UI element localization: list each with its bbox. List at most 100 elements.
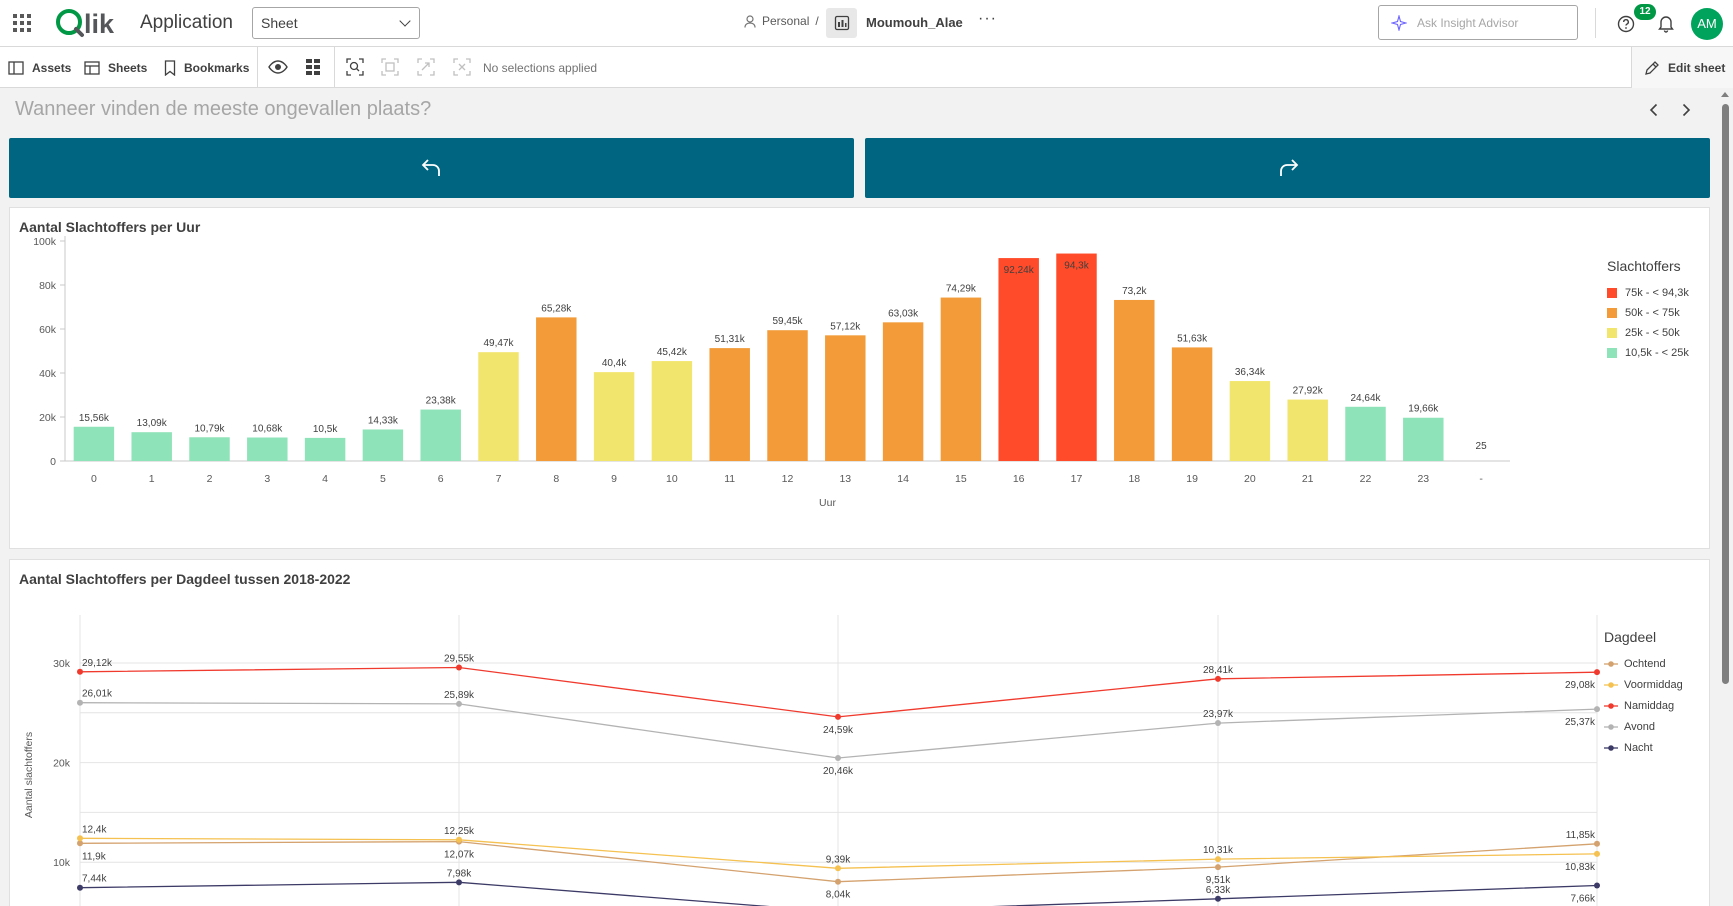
insight-advisor-search[interactable]: Ask Insight Advisor — [1378, 5, 1578, 40]
scrollbar-thumb[interactable] — [1722, 104, 1729, 684]
help-icon[interactable] — [1617, 15, 1635, 33]
bookmark-icon — [164, 59, 176, 76]
bar-value-label: 13,09k — [137, 418, 168, 429]
point-value-label: 8,04k — [826, 890, 851, 901]
bar-chart[interactable]: 0 20k 40k 60k 80k 100k 15,56k 0 13,09k 1 10,79k 2 10… — [10, 208, 1590, 548]
legend-label: 10,5k - < 25k — [1625, 347, 1689, 359]
sheet-dropdown[interactable]: Sheet — [252, 7, 420, 39]
legend-item[interactable]: 10,5k - < 25k — [1607, 347, 1689, 359]
legend-item[interactable]: 75k - < 94,3k — [1607, 287, 1689, 299]
bar-chart-title: Aantal Slachtoffers per Uur — [19, 219, 201, 235]
x-tick-label: 1 — [149, 473, 155, 485]
data-point — [835, 713, 841, 720]
assets-button[interactable]: Assets — [8, 47, 71, 88]
point-value-label: 9,39k — [826, 854, 851, 865]
redo-arrow-icon — [1279, 159, 1298, 176]
y-tick-label: 40k — [39, 368, 57, 380]
breadcrumb-separator: / — [815, 14, 819, 28]
legend-item[interactable]: Voormiddag — [1604, 679, 1683, 691]
eye-icon[interactable] — [268, 58, 288, 76]
bar — [362, 429, 404, 461]
point-value-label: 20,46k — [823, 766, 854, 777]
point-value-label: 26,01k — [82, 689, 113, 700]
x-tick-label: 5 — [380, 473, 386, 485]
qlik-logo[interactable]: lik — [53, 5, 128, 41]
legend-item[interactable]: 50k - < 75k — [1607, 307, 1680, 319]
bar — [825, 335, 866, 461]
data-point — [835, 878, 841, 885]
bar-legend-title: Slachtoffers — [1607, 258, 1681, 274]
toolbar-divider — [257, 47, 258, 88]
data-point — [1215, 720, 1221, 727]
legend-item[interactable]: Avond — [1604, 721, 1655, 733]
point-value-label: 12,4k — [82, 824, 107, 835]
previous-sheet-icon[interactable] — [1644, 100, 1664, 120]
legend-item[interactable]: Nacht — [1604, 742, 1653, 754]
point-value-label: 12,07k — [444, 850, 475, 861]
sparkle-icon — [1391, 14, 1407, 31]
page-scrollbar[interactable] — [1718, 88, 1733, 906]
bar-value-label: 24,64k — [1350, 393, 1381, 404]
person-icon — [744, 14, 756, 28]
legend-item[interactable]: Namiddag — [1604, 700, 1674, 712]
point-value-label: 7,98k — [447, 868, 472, 879]
point-value-label: 24,59k — [823, 725, 854, 736]
legend-item[interactable]: Ochtend — [1604, 658, 1666, 670]
bar — [1287, 399, 1328, 461]
point-value-label: 6,33k — [1206, 885, 1231, 896]
sheets-button[interactable]: Sheets — [84, 47, 147, 88]
app-name[interactable]: Moumouh_Alae — [866, 15, 963, 30]
series-line — [79, 881, 1598, 906]
bar — [940, 297, 982, 461]
more-options-icon[interactable]: ··· — [978, 10, 997, 27]
apps-grid-icon[interactable] — [13, 14, 31, 32]
line-chart-title: Aantal Slachtoffers per Dagdeel tussen 2… — [19, 571, 351, 587]
x-tick-label: 17 — [1071, 473, 1083, 485]
line-chart-panel[interactable]: Aantal Slachtoffers per Dagdeel tussen 2… — [9, 559, 1710, 906]
grid-view-icon[interactable] — [305, 58, 321, 76]
chevron-down-icon — [399, 15, 411, 27]
y-tick-label: 10k — [53, 857, 71, 869]
app-overview-icon[interactable] — [826, 8, 857, 38]
back-button[interactable] — [9, 138, 854, 198]
bar — [536, 317, 577, 461]
bookmarks-button[interactable]: Bookmarks — [164, 47, 249, 88]
assets-label: Assets — [32, 60, 72, 75]
step-forward-selection-icon[interactable] — [417, 58, 435, 76]
space-label[interactable]: Personal — [762, 14, 810, 28]
bar-chart-panel[interactable]: Aantal Slachtoffers per Uur 0 20k 40k 60k 80… — [9, 207, 1710, 549]
point-value-label: 7,44k — [82, 874, 107, 885]
bar-value-label: 65,28k — [541, 303, 572, 314]
y-tick-label: 30k — [53, 658, 71, 670]
next-sheet-icon[interactable] — [1676, 100, 1696, 120]
avatar[interactable]: AM — [1691, 8, 1723, 40]
data-point — [1594, 850, 1600, 857]
line-chart[interactable]: 10k 20k 30k Aantal slachtoffers 11,9k 12,07k 8… — [10, 560, 1610, 906]
bar-value-label: 10,68k — [252, 424, 283, 435]
forward-button[interactable] — [865, 138, 1710, 198]
data-point — [77, 699, 83, 706]
bar-value-label: 19,66k — [1408, 404, 1439, 415]
data-point — [77, 884, 83, 891]
legend-item[interactable]: 25k - < 50k — [1607, 327, 1680, 339]
bar-value-label: 25 — [1476, 441, 1488, 452]
bell-icon[interactable] — [1657, 14, 1675, 33]
bar-value-label: 49,47k — [483, 338, 514, 349]
point-value-label: 10,31k — [1203, 845, 1234, 856]
y-axis-title: Aantal slachtoffers — [23, 732, 35, 818]
logo-lettering: lik — [84, 9, 115, 39]
scroll-up-icon[interactable] — [1721, 92, 1729, 97]
x-tick-label: 3 — [264, 473, 270, 485]
sheet-dropdown-value: Sheet — [261, 15, 298, 31]
bar — [709, 348, 750, 461]
x-tick-label: 0 — [91, 473, 97, 485]
step-back-selection-icon[interactable] — [381, 58, 399, 76]
y-tick-label: 20k — [39, 412, 57, 424]
sheets-icon — [84, 60, 100, 75]
legend-label: Nacht — [1624, 742, 1653, 754]
edit-sheet-button[interactable]: Edit sheet — [1631, 47, 1733, 88]
data-point — [1594, 840, 1600, 847]
clear-selections-icon[interactable] — [453, 58, 471, 76]
assets-icon — [8, 60, 24, 75]
smart-search-icon[interactable] — [346, 58, 364, 76]
